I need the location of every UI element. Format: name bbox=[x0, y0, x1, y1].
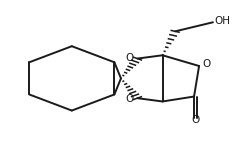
Text: O: O bbox=[125, 53, 133, 63]
Text: OH: OH bbox=[214, 16, 231, 26]
Text: O: O bbox=[191, 115, 199, 125]
Text: O: O bbox=[125, 94, 133, 104]
Text: O: O bbox=[202, 59, 210, 69]
